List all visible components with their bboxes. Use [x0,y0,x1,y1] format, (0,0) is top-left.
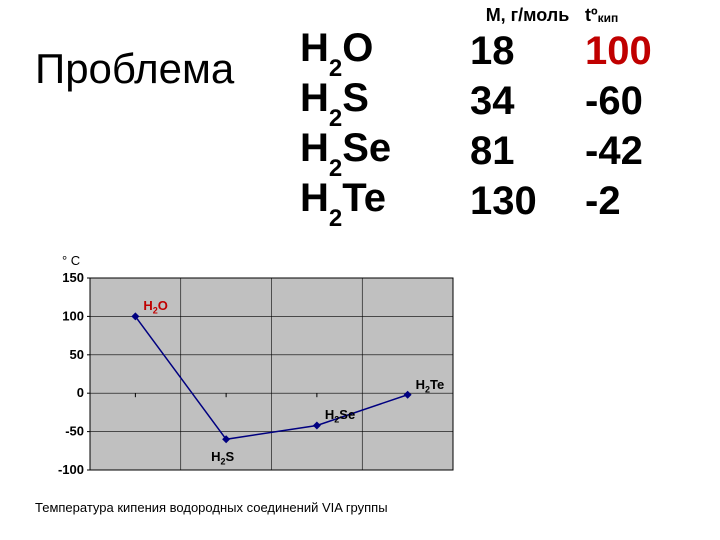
data-table: М, г/моль tºкип H2O18100H2S34-60H2Se81-4… [300,5,700,226]
y-tick-label: 0 [77,385,84,400]
th-boil: tºкип [585,5,685,26]
th-boil-suffix: кип [598,11,619,25]
table-row: H2O18100 [300,26,700,76]
table-row: H2Se81-42 [300,126,700,176]
th-molar: М, г/моль [470,5,585,26]
table-row: H2S34-60 [300,76,700,126]
td-compound: H2Te [300,176,470,227]
point-label: H2S [211,449,234,467]
th-compound [300,5,470,26]
th-boil-prefix: tº [585,5,598,25]
td-molar: 81 [470,129,585,174]
point-label: H2Te [416,377,445,395]
y-axis-label: ° С [62,253,80,268]
y-tick-label: 50 [70,347,84,362]
td-boil: 100 [585,29,685,74]
td-boil: -42 [585,129,685,174]
boiling-point-chart: -100 -50 0 50 100 150 H2O H2S H2Se H2Te [35,270,465,480]
y-tick-label: 100 [62,308,84,323]
y-tick-label: 150 [62,270,84,285]
td-compound: H2S [300,76,470,127]
table-header-row: М, г/моль tºкип [300,5,700,26]
chart-caption: Температура кипения водородных соединени… [35,500,388,515]
table-row: H2Te130-2 [300,176,700,226]
point-label: H2Se [325,407,355,425]
y-tick-label: -50 [65,424,84,439]
td-boil: -2 [585,179,685,224]
td-compound: H2Se [300,126,470,177]
y-tick-label: -100 [58,462,84,477]
chart-svg: -100 -50 0 50 100 150 [35,270,465,480]
page-title: Проблема [35,45,234,93]
td-compound: H2O [300,26,470,77]
td-boil: -60 [585,79,685,124]
td-molar: 130 [470,179,585,224]
td-molar: 34 [470,79,585,124]
td-molar: 18 [470,29,585,74]
point-label: H2O [143,298,168,316]
